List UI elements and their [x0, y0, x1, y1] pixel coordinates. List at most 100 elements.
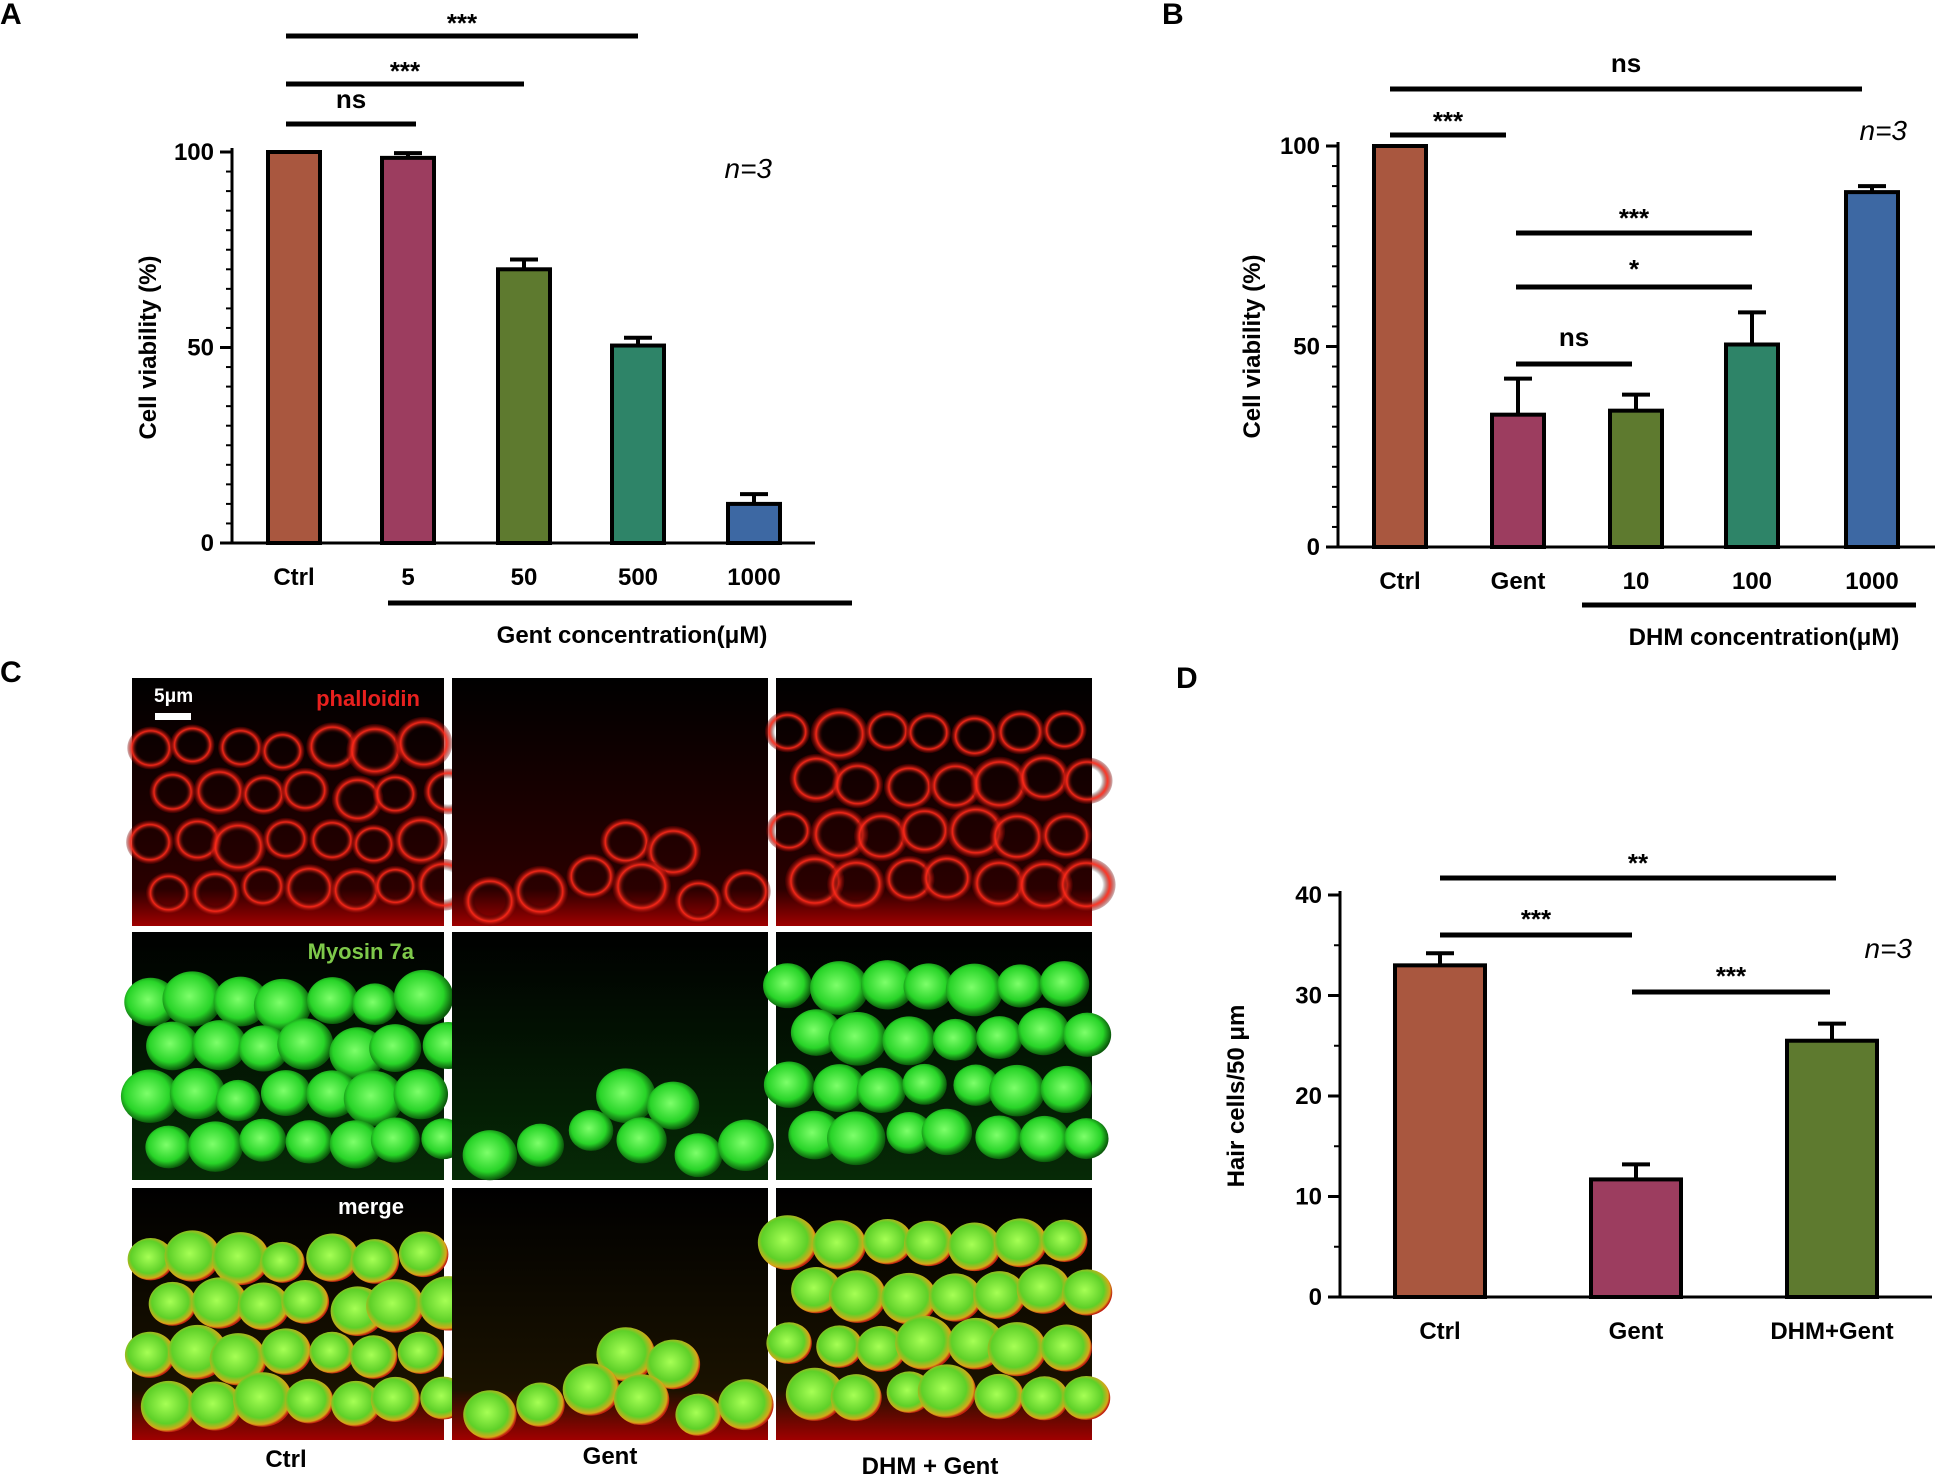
hair-cell: [1020, 1376, 1069, 1421]
significance-label: ***: [390, 56, 421, 86]
hair-cell: [718, 1379, 774, 1431]
hair-cell: [1040, 811, 1092, 860]
hair-cell: [277, 1018, 334, 1070]
hair-cell: [902, 1063, 947, 1105]
bar-ctrl: [266, 150, 322, 545]
hair-cell: [343, 1070, 404, 1126]
hair-cell: [260, 1070, 311, 1116]
hair-cell: [886, 1112, 933, 1155]
hair-cell: [996, 709, 1045, 755]
hair-cell: [562, 1363, 620, 1416]
hair-cell: [366, 1279, 425, 1333]
hair-cell: [463, 1390, 517, 1440]
hair-cell: [239, 1118, 287, 1162]
hair-cell: [766, 809, 813, 852]
hair-cell: [882, 1016, 936, 1066]
hair-cell: [853, 811, 909, 862]
hair-cell: [192, 1020, 247, 1071]
scale-bar-label: 5μm: [154, 686, 193, 707]
bar-dhm-gent: [1785, 1038, 1879, 1299]
bar-1000: [726, 501, 782, 545]
hair-cell: [816, 1325, 863, 1368]
n-label: n=3: [725, 153, 773, 184]
hair-cell: [124, 977, 177, 1027]
hair-cell: [828, 1011, 887, 1066]
hair-cell: [233, 1372, 293, 1427]
hair-cell: [213, 976, 268, 1027]
hair-cell: [127, 726, 174, 770]
hair-cell: [215, 1079, 261, 1122]
hair-cell: [646, 1339, 701, 1390]
hair-cell: [238, 1025, 289, 1072]
hair-cell: [188, 1381, 243, 1431]
hair-cell: [647, 1081, 700, 1130]
hair-cell: [616, 1117, 667, 1164]
hair-cell: [253, 978, 312, 1032]
hair-cell: [856, 1325, 907, 1372]
hair-cell: [790, 1009, 842, 1056]
x-tick-label: DHM+Gent: [1770, 1318, 1893, 1345]
hair-cell: [281, 767, 330, 813]
column-label: DHM + Gent: [862, 1453, 999, 1477]
significance-label: **: [1628, 848, 1649, 878]
hair-cell: [863, 1218, 913, 1265]
hair-cell: [1019, 1115, 1070, 1163]
hair-cell: [1039, 961, 1090, 1007]
hair-cell: [140, 1380, 197, 1433]
micrograph-tile: [763, 932, 1112, 1180]
hair-cell: [613, 1374, 670, 1426]
hair-cell: [946, 804, 1006, 859]
hair-cell: [306, 1233, 359, 1282]
channel-label: merge: [338, 1194, 404, 1219]
hair-cell: [865, 709, 911, 752]
hair-cell: [903, 1220, 954, 1267]
hair-cell: [145, 1125, 192, 1169]
hair-cell: [812, 1220, 867, 1270]
bar-gent: [1589, 1177, 1683, 1300]
hair-cell: [120, 1069, 180, 1123]
hair-cell: [1040, 1065, 1092, 1114]
x-tick-label: 1000: [727, 564, 780, 591]
y-axis-title: Cell viability (%): [1239, 254, 1266, 438]
hair-cell: [1017, 1007, 1070, 1056]
hair-cell: [974, 1373, 1024, 1420]
bar-500: [610, 343, 666, 546]
hair-cell: [397, 1331, 444, 1375]
hair-cell: [516, 1382, 565, 1427]
x-tick-label: Ctrl: [1419, 1318, 1460, 1345]
column-label: Gent: [583, 1443, 638, 1470]
bar-100: [1724, 342, 1780, 549]
hair-cell: [826, 1111, 886, 1166]
chart-a: 0 50 100 Cell viability (%) Ctrl 5 50 500 1000 Ge…: [135, 8, 852, 649]
significance-label: *: [1629, 254, 1640, 284]
hair-cell: [209, 1333, 267, 1386]
hair-cell: [903, 963, 954, 1010]
hair-cell: [827, 857, 886, 912]
hair-cell: [973, 1271, 1026, 1320]
bar-ctrl: [1393, 963, 1487, 1299]
hair-cell: [193, 767, 246, 816]
hair-cell: [766, 1322, 812, 1365]
bar-1000: [1844, 190, 1900, 550]
hair-cell: [260, 730, 305, 772]
y-tick-label: 40: [1295, 882, 1322, 909]
hair-cell: [568, 1109, 614, 1151]
bar-5: [380, 155, 436, 546]
hair-cell: [895, 1315, 954, 1370]
panel-letter-a: A: [0, 0, 22, 31]
hair-cell: [1016, 1264, 1071, 1314]
x-tick-label: 50: [511, 564, 538, 591]
hair-cell: [596, 1327, 656, 1382]
hair-cell: [929, 1273, 982, 1322]
hair-cell: [285, 1378, 334, 1424]
hair-cell: [989, 1064, 1045, 1117]
hair-cell: [1062, 1269, 1113, 1316]
hair-cell: [330, 867, 382, 914]
hair-cell: [187, 1121, 243, 1172]
hair-cell: [932, 1018, 979, 1061]
x-tick-label: Gent: [1491, 568, 1546, 595]
x-axis-title: DHM concentration(μM): [1629, 624, 1900, 651]
channel-label: Myosin 7a: [308, 939, 415, 964]
hair-cell: [393, 1069, 449, 1120]
hair-cell: [393, 969, 454, 1025]
